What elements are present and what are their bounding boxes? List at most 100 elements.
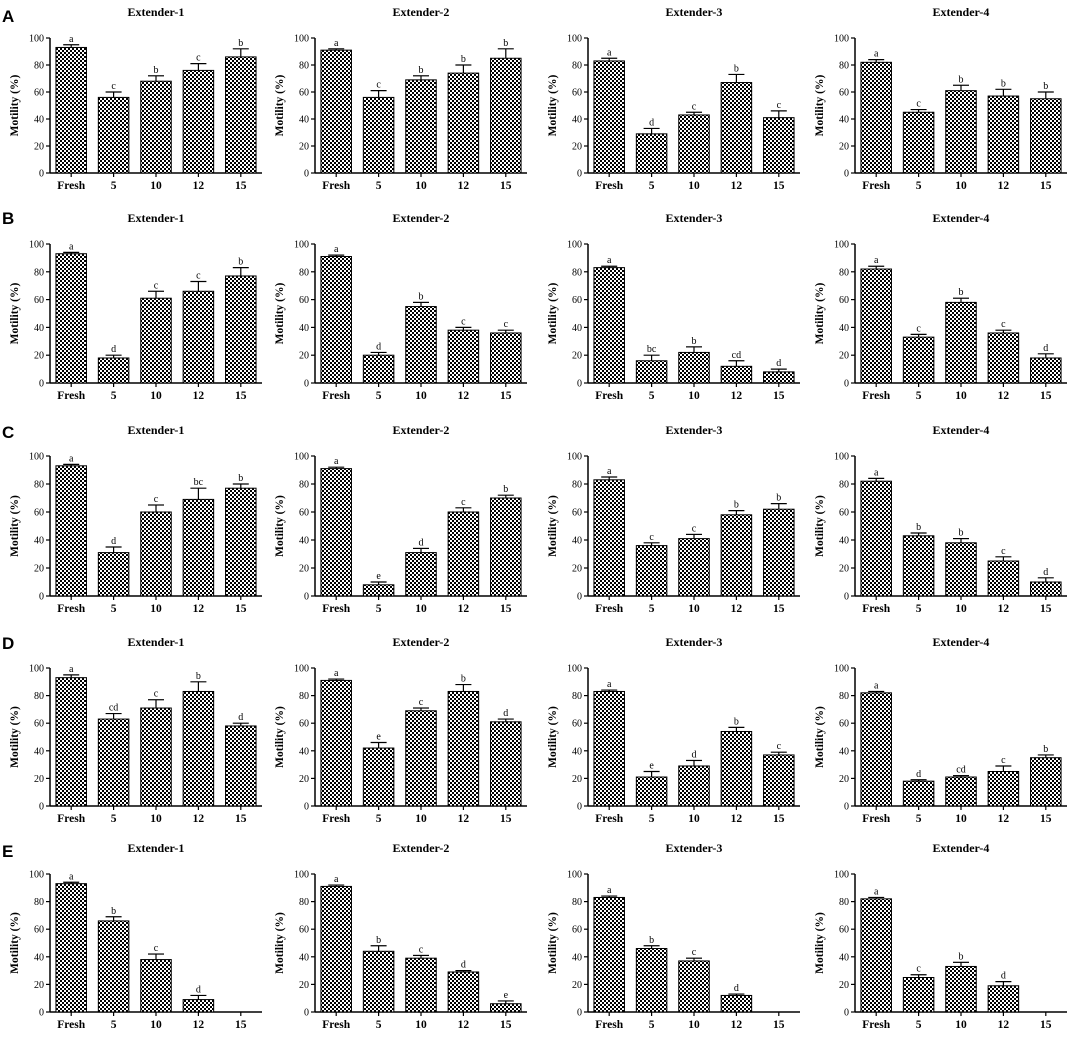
panel-a-1: Extender-1 Motility (%) 0 20 40 60 80 100 Fresh a… [9, 5, 262, 192]
x-tick-label: 5 [376, 390, 382, 402]
significance-letter: b [959, 528, 964, 539]
x-tick-label: 15 [235, 603, 247, 615]
significance-letter: d [734, 983, 739, 994]
x-tick-label: Fresh [322, 1019, 351, 1031]
y-tick-label: 0 [844, 802, 849, 813]
y-tick-label: 80 [839, 897, 849, 908]
significance-letter: d [503, 708, 508, 719]
bar [860, 61, 892, 174]
panel-e-2: Extender-2 Motility (%) 0 20 40 60 80 100 Fresh a… [274, 841, 527, 1031]
bar [902, 111, 935, 174]
y-axis-label: Motility (%) [274, 706, 286, 768]
y-tick-label: 0 [304, 169, 309, 180]
x-tick-label: 12 [193, 180, 205, 192]
significance-letter: a [607, 679, 612, 690]
x-tick-label: 10 [688, 180, 700, 192]
y-tick-label: 0 [304, 1008, 309, 1019]
significance-letter: c [504, 319, 509, 330]
panel-title: Extender-2 [393, 423, 450, 437]
significance-letter: bc [647, 344, 657, 355]
y-tick-label: 20 [34, 142, 44, 153]
significance-letter: b [734, 500, 739, 511]
x-tick-label: 12 [193, 603, 205, 615]
bar [902, 780, 935, 807]
bar [320, 49, 352, 174]
y-tick-label: 80 [299, 897, 309, 908]
x-tick-label: 15 [1040, 813, 1052, 825]
bar [490, 497, 522, 597]
significance-letter: cd [732, 350, 741, 361]
x-tick-label: 10 [150, 813, 162, 825]
significance-letter: c [777, 100, 782, 111]
x-tick-label: 5 [649, 180, 655, 192]
bar [678, 538, 710, 597]
y-tick-label: 60 [299, 88, 309, 99]
x-tick-label: 5 [376, 1019, 382, 1031]
y-tick-label: 100 [294, 452, 309, 463]
significance-letter: a [874, 680, 879, 691]
row-label-a: A [2, 7, 14, 26]
y-tick-label: 0 [577, 802, 582, 813]
y-tick-label: 100 [567, 664, 582, 675]
bar [55, 253, 87, 384]
significance-letter: d [1043, 343, 1048, 354]
y-tick-label: 100 [294, 664, 309, 675]
panel-a-2: Extender-2 Motility (%) 0 20 40 60 80 100 Fresh a… [274, 5, 527, 192]
significance-letter: b [734, 716, 739, 727]
significance-letter: cd [956, 765, 965, 776]
y-axis-label: Motility (%) [274, 912, 286, 974]
bar [140, 297, 172, 384]
x-tick-label: 15 [235, 1019, 247, 1031]
y-tick-label: 40 [572, 536, 582, 547]
x-tick-label: 5 [111, 390, 117, 402]
bar [678, 960, 710, 1013]
y-tick-label: 0 [577, 592, 582, 603]
y-tick-label: 20 [299, 351, 309, 362]
bar [55, 883, 87, 1013]
bar [362, 747, 395, 807]
x-tick-label: 10 [150, 603, 162, 615]
significance-letter: b [196, 671, 201, 682]
y-axis-label: Motility (%) [814, 283, 826, 345]
bar [225, 56, 257, 174]
bar [678, 351, 710, 384]
bar [593, 690, 625, 807]
panel-title: Extender-1 [128, 635, 185, 649]
significance-letter: d [916, 769, 921, 780]
y-axis-label: Motility (%) [814, 495, 826, 557]
x-tick-label: 10 [150, 390, 162, 402]
y-axis-label: Motility (%) [274, 283, 286, 345]
x-tick-label: 10 [688, 390, 700, 402]
y-tick-label: 60 [572, 719, 582, 730]
bar [447, 690, 480, 807]
panel-title: Extender-1 [128, 423, 185, 437]
y-tick-label: 60 [299, 295, 309, 306]
significance-letter: c [649, 532, 654, 543]
x-tick-label: Fresh [322, 390, 351, 402]
significance-letter: b [959, 74, 964, 85]
bar [447, 329, 480, 384]
x-tick-label: Fresh [862, 1019, 891, 1031]
bar [447, 511, 480, 597]
x-tick-label: 12 [458, 180, 470, 192]
y-axis-label: Motility (%) [274, 495, 286, 557]
significance-letter: c [1001, 546, 1006, 557]
y-tick-label: 20 [299, 142, 309, 153]
significance-letter: a [874, 49, 879, 60]
x-tick-label: Fresh [322, 180, 351, 192]
bar [678, 114, 710, 174]
panel-a-4: Extender-4 Motility (%) 0 20 40 60 80 100 Fresh a… [814, 5, 1067, 192]
bar [225, 725, 257, 807]
y-tick-label: 60 [34, 88, 44, 99]
x-tick-label: 12 [458, 603, 470, 615]
x-tick-label: 10 [150, 1019, 162, 1031]
bar [320, 679, 352, 807]
y-tick-label: 40 [34, 115, 44, 126]
y-tick-label: 20 [572, 142, 582, 153]
significance-letter: b [1043, 744, 1048, 755]
y-tick-label: 80 [299, 480, 309, 491]
significance-letter: d [376, 341, 381, 352]
y-tick-label: 100 [834, 870, 849, 881]
x-tick-label: Fresh [862, 813, 891, 825]
